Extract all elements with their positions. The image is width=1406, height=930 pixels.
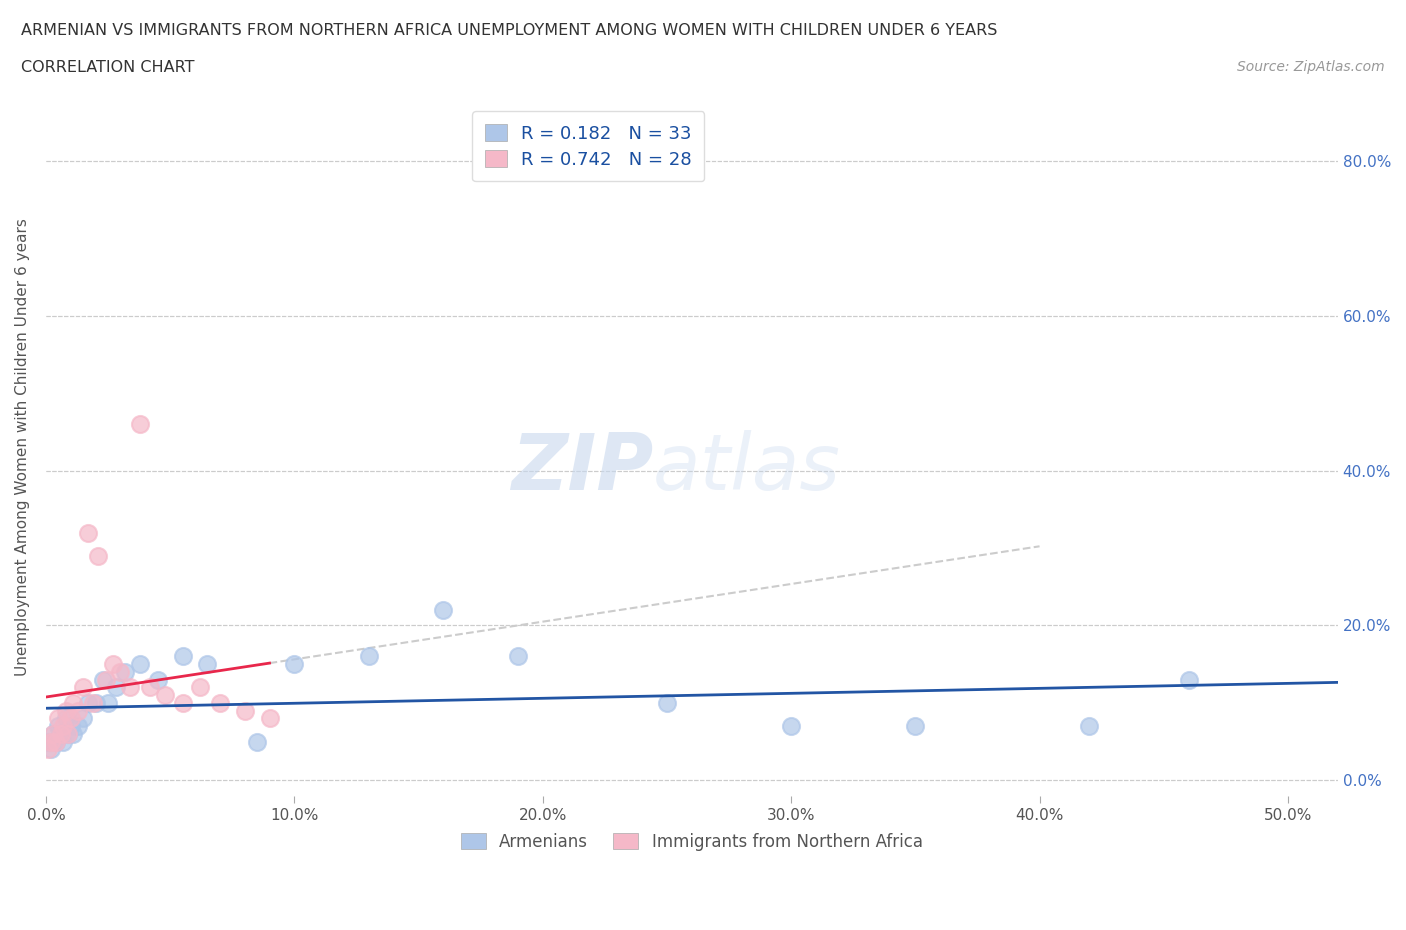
Point [39,735,62,750]
Point [110,665,132,680]
Point [197,657,219,671]
Point [172,649,194,664]
Point [52,735,75,750]
Point [780,719,803,734]
Point [233,703,256,718]
Point [42,726,65,741]
Text: ZIP: ZIP [510,431,652,506]
Point [59,711,82,726]
Point [188,680,211,695]
Point [120,680,142,695]
Point [357,649,380,664]
Point [42,726,65,741]
Point [45,735,67,750]
Point [94,672,117,687]
Point [49,726,72,741]
Point [259,711,281,726]
Point [87,549,110,564]
Point [82,696,104,711]
Point [52,719,75,734]
Point [1177,672,1199,687]
Point [72,711,94,726]
Text: ARMENIAN VS IMMIGRANTS FROM NORTHERN AFRICA UNEMPLOYMENT AMONG WOMEN WITH CHILDR: ARMENIAN VS IMMIGRANTS FROM NORTHERN AFR… [21,23,997,38]
Point [91,672,114,687]
Point [58,726,80,741]
Point [146,672,169,687]
Point [129,417,152,432]
Point [283,657,305,671]
Point [101,657,124,671]
Point [1078,719,1101,734]
Point [39,742,62,757]
Point [104,680,127,695]
Point [97,696,120,711]
Point [55,711,77,726]
Point [37,735,59,750]
Text: atlas: atlas [652,431,841,506]
Point [55,703,77,718]
Text: Source: ZipAtlas.com: Source: ZipAtlas.com [1237,60,1385,74]
Point [58,726,80,741]
Point [246,735,269,750]
Point [208,696,231,711]
Point [59,719,82,734]
Point [506,649,529,664]
Point [62,726,84,741]
Point [655,696,678,711]
Point [45,735,67,750]
Point [904,719,927,734]
Point [67,719,90,734]
Text: CORRELATION CHART: CORRELATION CHART [21,60,194,75]
Point [37,742,59,757]
Point [114,665,136,680]
Legend: Armenians, Immigrants from Northern Africa: Armenians, Immigrants from Northern Afri… [454,826,929,857]
Point [77,696,100,711]
Point [48,719,70,734]
Point [67,703,90,718]
Point [172,696,194,711]
Y-axis label: Unemployment Among Women with Children Under 6 years: Unemployment Among Women with Children U… [15,219,30,676]
Point [62,696,84,711]
Point [153,688,176,703]
Point [77,525,100,540]
Point [48,711,70,726]
Point [72,680,94,695]
Point [139,680,162,695]
Point [49,726,72,741]
Point [84,696,107,711]
Point [432,603,454,618]
Point [129,657,152,671]
